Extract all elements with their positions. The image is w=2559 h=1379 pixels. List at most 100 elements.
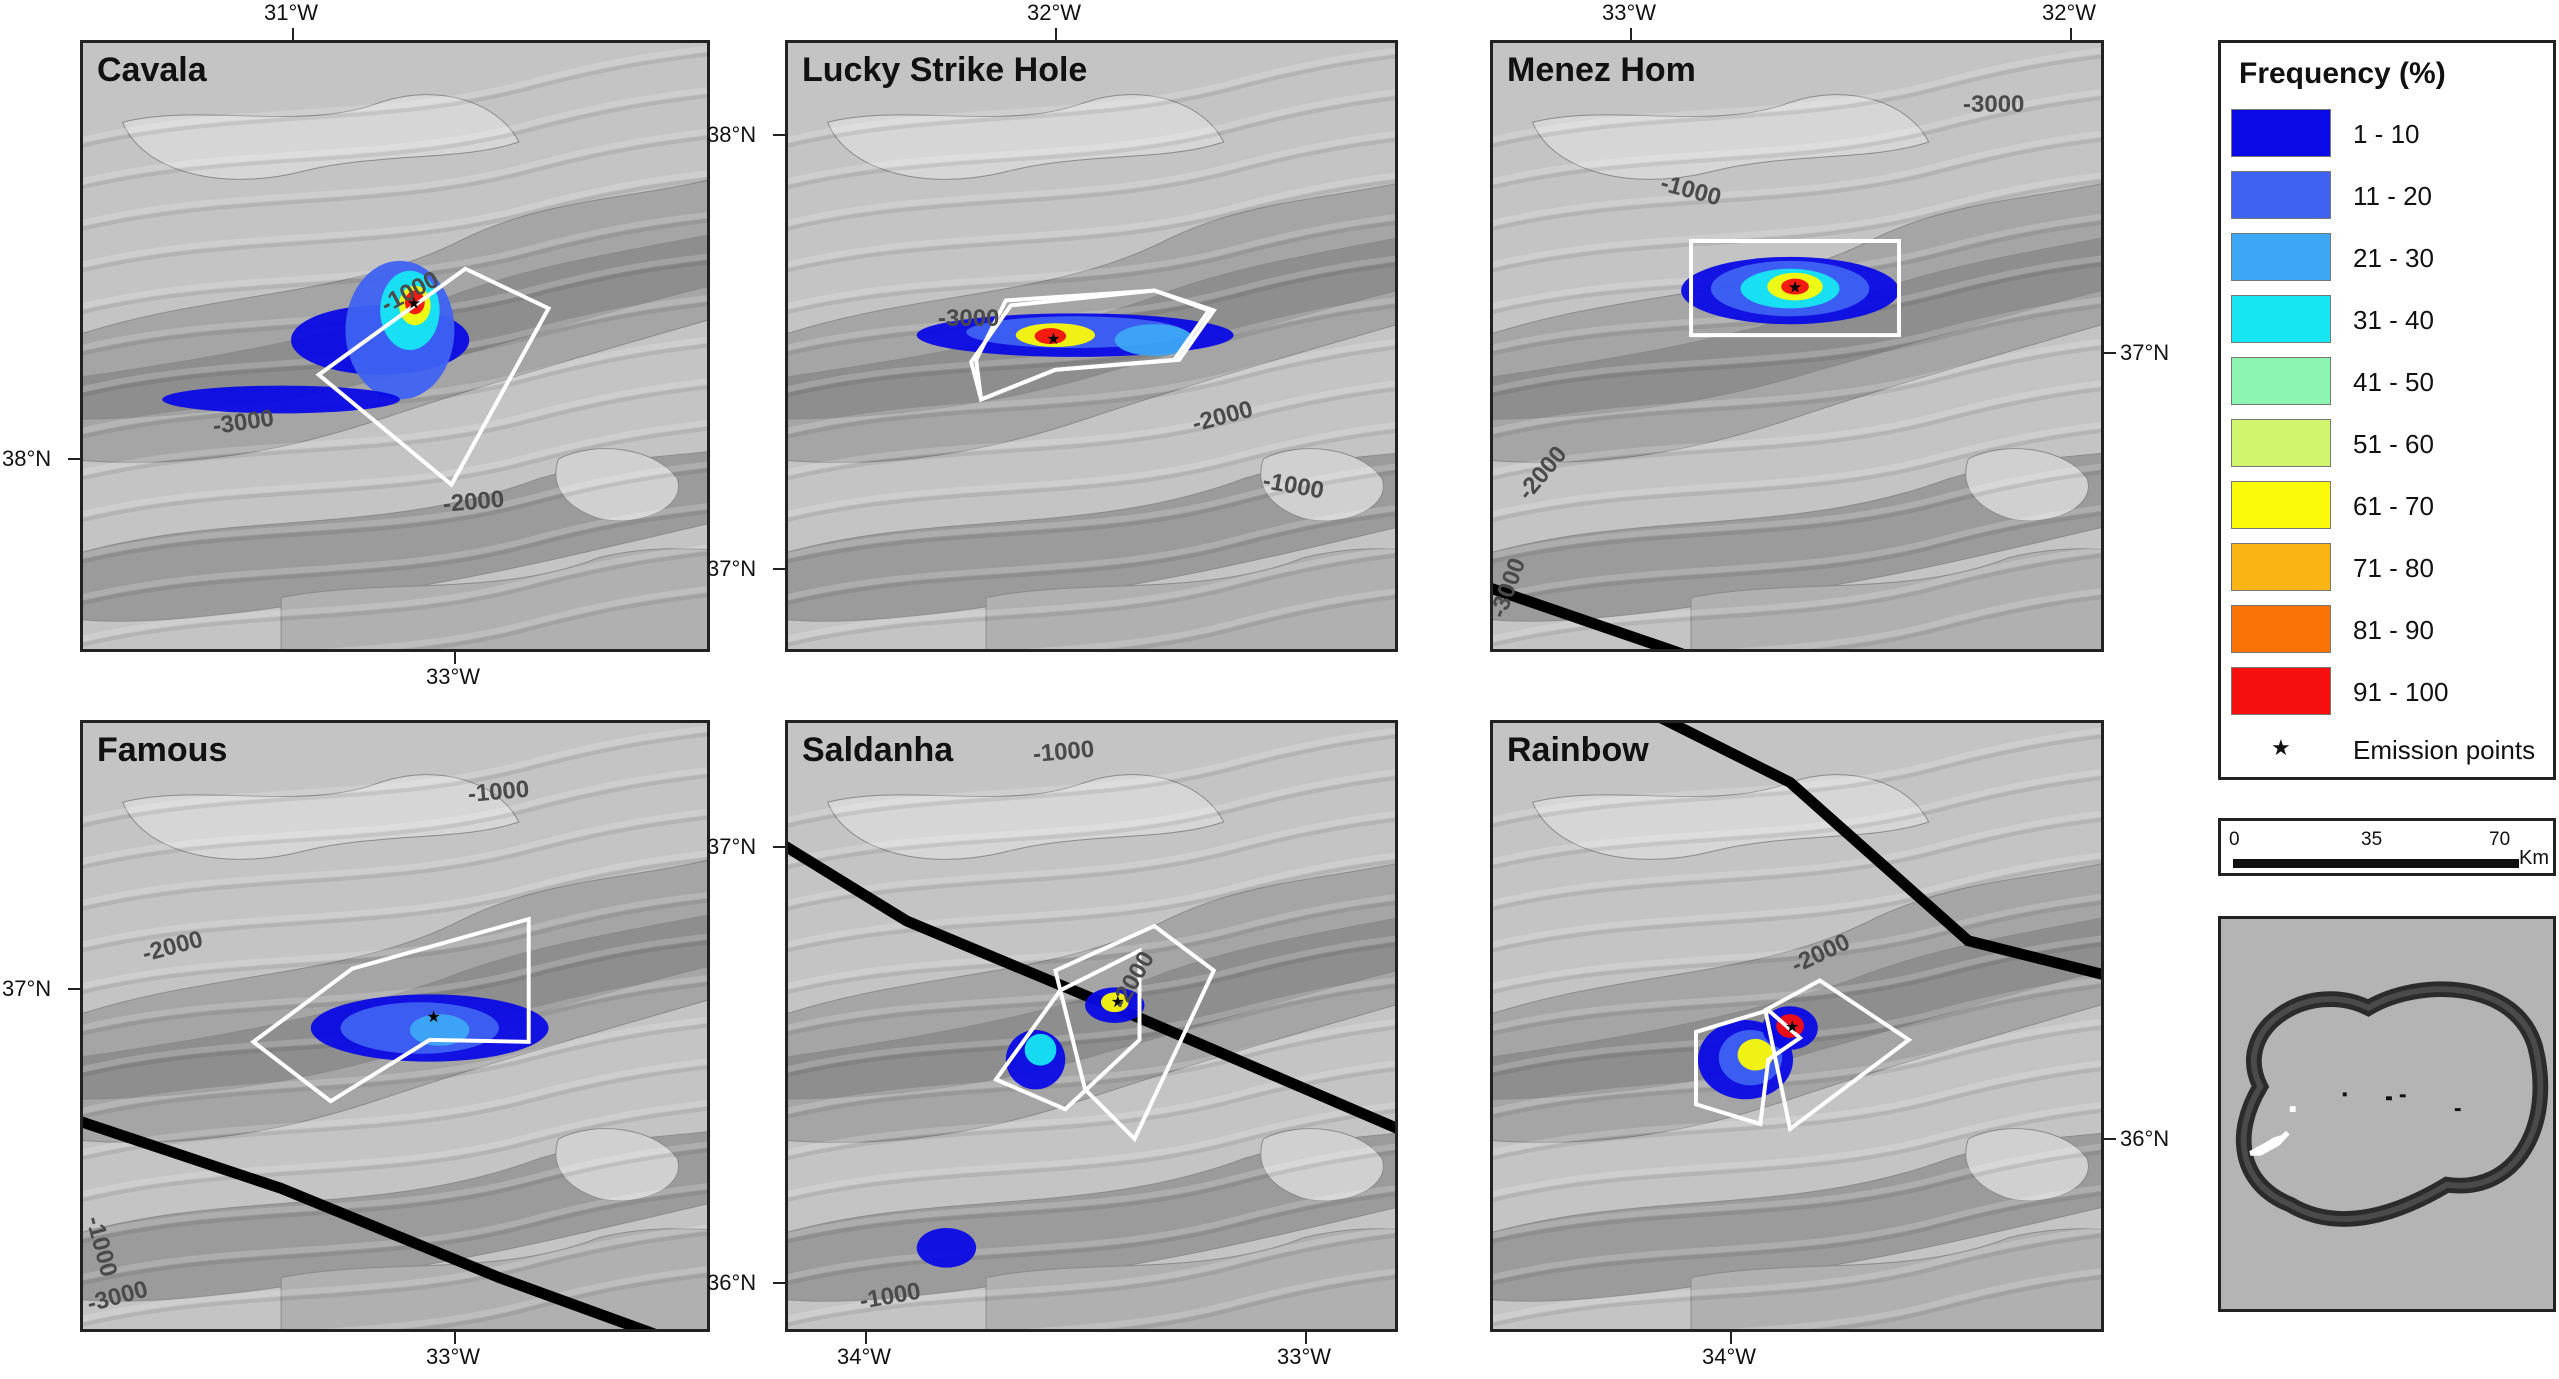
- panel-title: Saldanha: [802, 731, 954, 769]
- frequency-patch: [916, 1228, 977, 1268]
- overview-inset-map: [2218, 916, 2556, 1312]
- legend-item: 81 - 90: [2231, 605, 2551, 657]
- frequency-patch: [1737, 1038, 1774, 1071]
- coordinate-label: 37°N: [707, 834, 757, 859]
- frequency-patch: [1776, 1014, 1804, 1038]
- legend-label: 31 - 40: [2353, 305, 2434, 335]
- frequency-patch: [1100, 992, 1129, 1013]
- legend-item: 41 - 50: [2231, 357, 2551, 409]
- legend-swatch: [2231, 605, 2331, 653]
- scale-line: [2233, 859, 2519, 868]
- coordinate-label: 33°W: [1277, 1344, 1332, 1369]
- legend-item: 51 - 60: [2231, 419, 2551, 471]
- legend-swatch: [2231, 667, 2331, 715]
- graticule-tick: [1055, 28, 1057, 40]
- legend-label: 11 - 20: [2353, 181, 2433, 211]
- map-panel-cavala: ★ Cavala -3000 -1000 -2000: [80, 40, 710, 652]
- legend-swatch: [2231, 109, 2331, 157]
- coordinate-label: 33°W: [426, 664, 481, 689]
- legend-item: 91 - 100: [2231, 667, 2551, 719]
- panel-title: Famous: [97, 731, 228, 769]
- contour-label: -3000: [938, 305, 1000, 332]
- graticule-tick: [68, 988, 80, 990]
- legend-item: 21 - 30: [2231, 233, 2551, 285]
- map-panel-saldanha: ★ Saldanha -1000 -2000 -1000: [785, 720, 1398, 1332]
- scale-tick-70: 70: [2489, 829, 2511, 850]
- coordinate-label: 36°N: [2120, 1126, 2170, 1151]
- legend-swatch: [2231, 233, 2331, 281]
- coordinate-label: 33°W: [1602, 0, 1657, 25]
- bathymetry-map: ★: [83, 723, 707, 1329]
- legend-label: 91 - 100: [2353, 677, 2449, 707]
- emission-point-star: ★: [407, 295, 421, 312]
- coordinate-label: 32°W: [2042, 0, 2097, 25]
- legend-swatch: [2231, 357, 2331, 405]
- coordinate-label: 37°N: [2, 976, 52, 1001]
- map-panel-rainbow: ★ Rainbow -2000: [1490, 720, 2104, 1332]
- legend-item: 11 - 20: [2231, 171, 2551, 223]
- graticule-tick: [865, 1332, 867, 1344]
- graticule-tick: [454, 652, 456, 664]
- site-polygon: [1689, 239, 1901, 338]
- panel-title: Lucky Strike Hole: [802, 51, 1088, 89]
- frequency-patch: [1024, 1033, 1057, 1066]
- emission-points-legend: ★ Emission points: [2231, 733, 2551, 773]
- emission-point-star: ★: [427, 1009, 441, 1026]
- map-panel-menez-hom: ★ Menez Hom -3000 -1000 -2000 -3000: [1490, 40, 2104, 652]
- graticule-tick: [1730, 1332, 1732, 1344]
- site-polygon: [992, 947, 1142, 1112]
- panel-title: Menez Hom: [1507, 51, 1696, 89]
- graticule-tick: [773, 568, 785, 570]
- legend-label: 61 - 70: [2353, 491, 2434, 521]
- emission-point-star: ★: [1785, 1019, 1799, 1036]
- legend-label: 41 - 50: [2353, 367, 2434, 397]
- graticule-tick: [773, 846, 785, 848]
- legend-title: Frequency (%): [2239, 57, 2446, 90]
- map-panel-lucky-strike-hole: ★ Lucky Strike Hole -3000 -2000 -1000: [785, 40, 1398, 652]
- site-polygon: [315, 266, 552, 488]
- graticule-tick: [2104, 1138, 2116, 1140]
- emission-point-star: ★: [1111, 994, 1125, 1011]
- buffer-ring-inner: [2240, 986, 2544, 1222]
- coordinate-label: 34°W: [837, 1344, 892, 1369]
- graticule-tick: [2070, 28, 2072, 40]
- bathymetry-map: ★: [788, 723, 1395, 1329]
- legend-item: 31 - 40: [2231, 295, 2551, 347]
- graticule-tick: [454, 1332, 456, 1344]
- inset-white-area: [2249, 1130, 2290, 1156]
- star-icon: ★: [2271, 735, 2291, 760]
- eez-boundary-line: [1493, 583, 1685, 649]
- legend-label: 71 - 80: [2353, 553, 2434, 583]
- legend-swatch: [2231, 543, 2331, 591]
- legend-swatch: [2231, 481, 2331, 529]
- coordinate-label: 33°W: [426, 1344, 481, 1369]
- emission-point-star: ★: [1788, 280, 1802, 297]
- contour-label: -1000: [466, 775, 531, 808]
- panel-title: Cavala: [97, 51, 207, 89]
- map-panel-famous: ★ Famous -1000 -2000 -1000 -3000: [80, 720, 710, 1332]
- graticule-tick: [2104, 352, 2116, 354]
- graticule-tick: [68, 458, 80, 460]
- coordinate-label: 32°W: [1027, 0, 1082, 25]
- scale-tick-35: 35: [2361, 829, 2383, 850]
- inset-svg: [2221, 919, 2553, 1309]
- contour-label: -1000: [1031, 735, 1096, 768]
- legend-label: 21 - 30: [2353, 243, 2434, 273]
- frequency-patch: [1034, 328, 1067, 345]
- coordinate-label: 31°W: [264, 0, 319, 25]
- bathymetry-map: ★: [1493, 723, 2101, 1329]
- legend-label: 81 - 90: [2353, 615, 2434, 645]
- panel-title: Rainbow: [1507, 731, 1649, 769]
- bathymetry-map: ★: [788, 43, 1395, 649]
- legend-item: 71 - 80: [2231, 543, 2551, 595]
- coordinate-label: 36°N: [707, 1270, 757, 1295]
- contour-label: -2000: [441, 485, 506, 518]
- emission-points-label: Emission points: [2353, 735, 2536, 765]
- coordinate-label: 38°N: [707, 122, 757, 147]
- site-polygon-outline: [969, 288, 1217, 403]
- coordinate-label: 34°W: [1702, 1344, 1757, 1369]
- legend-label: 1 - 10: [2353, 119, 2420, 149]
- frequency-patch: [1781, 278, 1809, 295]
- coordinate-label: 37°N: [2120, 340, 2170, 365]
- coordinate-label: 38°N: [2, 446, 52, 471]
